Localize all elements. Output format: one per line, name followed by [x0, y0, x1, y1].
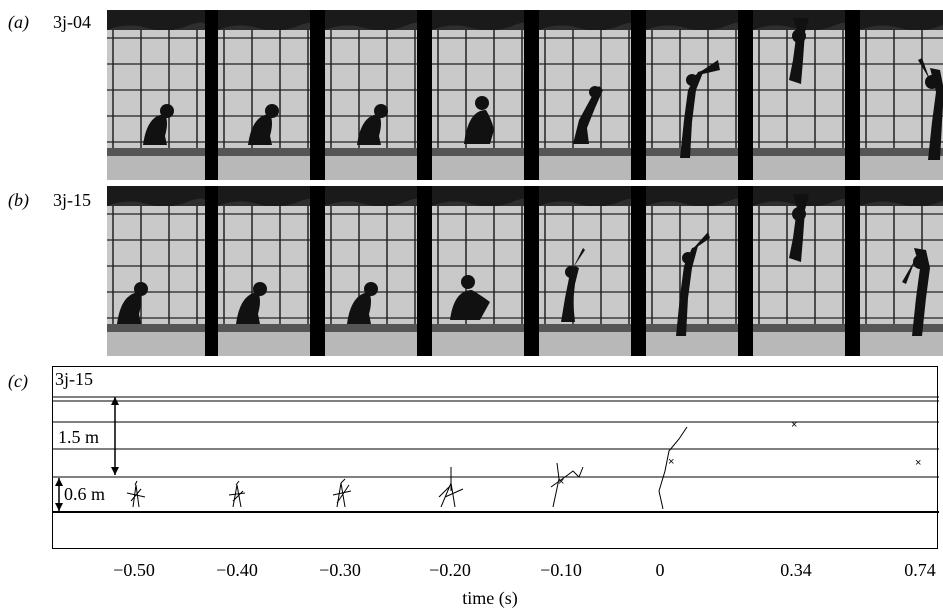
time-tick: 0.34	[780, 560, 812, 580]
panel-a-label: (a)	[8, 12, 29, 32]
time-tick: 0.74	[904, 560, 936, 580]
marker-x: ×	[915, 457, 921, 469]
marker-x: ×	[668, 456, 674, 468]
video-frame	[325, 186, 417, 356]
time-tick: −0.10	[540, 560, 582, 580]
x-axis-title: time (s)	[462, 588, 518, 608]
video-frame	[753, 186, 845, 356]
video-frame	[646, 186, 738, 356]
stick-figure	[228, 480, 246, 508]
video-frame	[646, 10, 738, 180]
video-frame	[860, 10, 943, 180]
panel-b-label: (b)	[8, 190, 29, 210]
video-frame	[539, 10, 631, 180]
stick-figure	[550, 462, 584, 508]
panel-c-label: (c)	[8, 371, 28, 391]
stick-figure	[126, 480, 146, 508]
height-arrow-0-6m	[55, 478, 63, 511]
marker-x: ×	[558, 476, 564, 488]
photo-strip-b	[107, 186, 943, 356]
time-tick: 0	[655, 560, 665, 580]
video-frame	[107, 186, 205, 356]
video-frame	[753, 10, 845, 180]
panel-b-name: 3j-15	[53, 190, 91, 210]
panel-a-name: 3j-04	[53, 12, 91, 32]
marker-x: ×	[791, 419, 797, 431]
video-frame	[107, 10, 205, 180]
stick-figure	[438, 467, 464, 508]
video-frame	[218, 10, 310, 180]
photo-strip-a	[107, 10, 943, 180]
video-frame	[539, 186, 631, 356]
stick-figure	[658, 426, 688, 510]
stick-figure-diagram: × × × ×	[52, 366, 939, 549]
diagram-svg: × × × ×	[53, 396, 939, 513]
label-1-5m: 1.5 m	[58, 427, 100, 447]
time-tick: −0.40	[216, 560, 258, 580]
time-tick: −0.50	[113, 560, 155, 580]
diagram-name: 3j-15	[55, 369, 93, 389]
time-tick: −0.30	[319, 560, 361, 580]
video-frame	[432, 186, 524, 356]
label-0-6m: 0.6 m	[64, 484, 106, 504]
video-frame	[432, 10, 524, 180]
height-arrow-1-5m	[111, 397, 119, 475]
stick-figure	[332, 478, 352, 508]
video-frame	[218, 186, 310, 356]
time-tick: −0.20	[429, 560, 471, 580]
video-frame	[325, 10, 417, 180]
video-frame	[860, 186, 943, 356]
